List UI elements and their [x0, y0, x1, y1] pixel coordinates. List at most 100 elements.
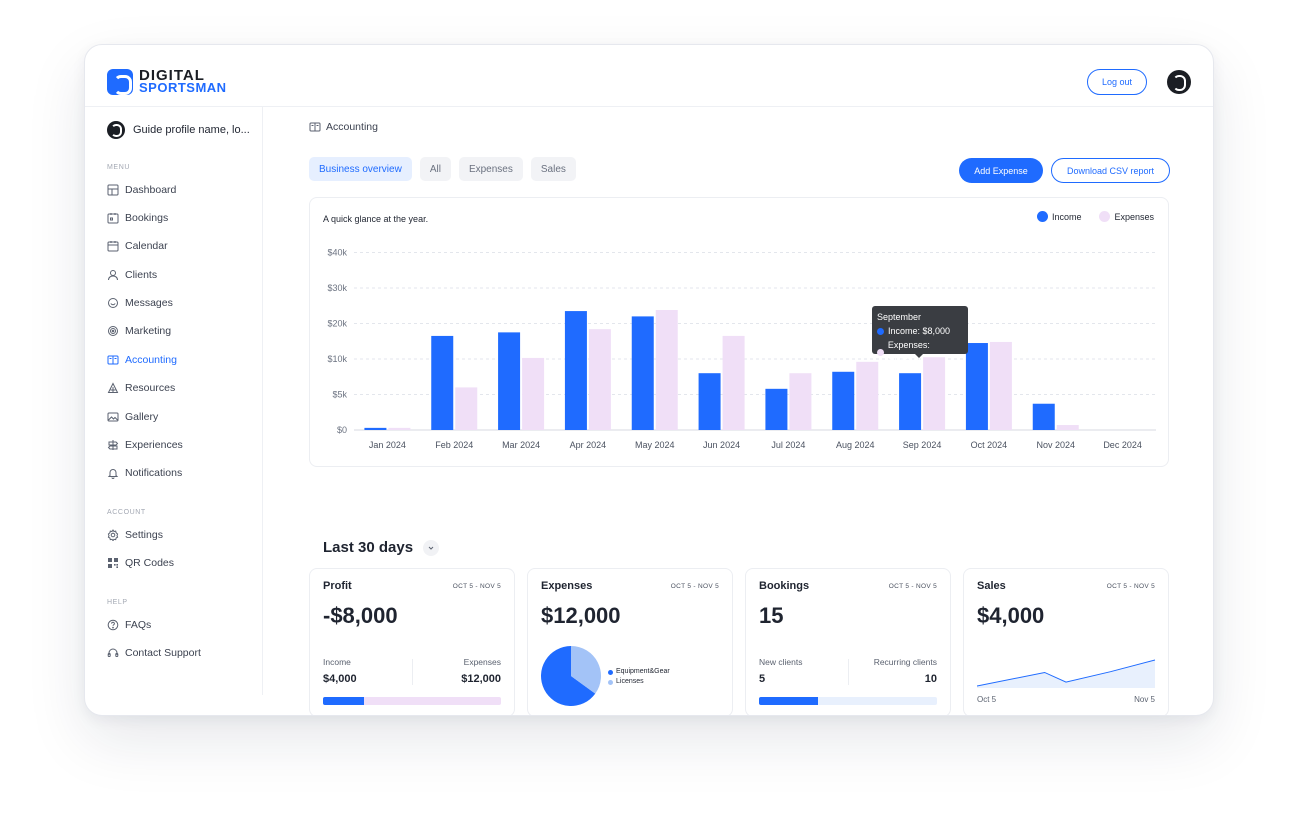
sidebar-item-label: Settings	[125, 529, 163, 541]
bookings-recurring-value: 10	[924, 673, 937, 685]
expenses-bar[interactable]	[789, 373, 812, 430]
account-section-label: ACCOUNT	[107, 509, 146, 516]
y-tick-label: $5k	[332, 390, 347, 400]
income-bar[interactable]	[765, 388, 788, 430]
bookings-new-value: 5	[759, 673, 766, 685]
income-bar[interactable]	[832, 371, 855, 430]
brand-logo[interactable]: DIGITAL SPORTSMAN	[107, 67, 227, 95]
sidebar-item-faqs[interactable]: FAQs	[107, 617, 151, 633]
sidebar-item-label: Bookings	[125, 212, 169, 224]
profile-name: Guide profile name, lo...	[133, 124, 250, 136]
tooltip-expenses: Expenses: $10,500	[887, 340, 930, 364]
tab-sales[interactable]: Sales	[530, 157, 576, 181]
sidebar-item-settings[interactable]: Settings	[107, 527, 163, 543]
bookings-range: OCT 5 - NOV 5	[888, 583, 937, 590]
add-expense-button[interactable]: Add Expense	[959, 158, 1043, 183]
legend-income-label: Income	[1051, 211, 1082, 222]
bookings-card: Bookings OCT 5 - NOV 5 15 New clients Re…	[745, 568, 951, 715]
bookings-title: Bookings	[759, 580, 810, 592]
sidebar-item-clients[interactable]: Clients	[107, 267, 157, 283]
tab-all[interactable]: All	[419, 157, 451, 181]
pie-legend-equipment: Equipment&Gear	[616, 668, 670, 675]
expenses-bar[interactable]	[655, 310, 678, 430]
expenses-card: Expenses OCT 5 - NOV 5 $12,000 Equipment…	[527, 568, 733, 715]
expenses-bar[interactable]	[588, 329, 611, 430]
pie-slice[interactable]	[571, 646, 601, 694]
income-bar[interactable]	[1032, 403, 1055, 430]
sidebar-item-gallery[interactable]: Gallery	[107, 409, 158, 425]
sidebar-item-dashboard[interactable]: Dashboard	[107, 182, 176, 198]
resources-icon	[107, 382, 119, 394]
period-selector[interactable]: Last 30 days	[323, 539, 440, 556]
legend-expenses-label: Expenses	[1114, 211, 1154, 222]
tooltip-income-swatch	[877, 327, 884, 335]
expenses-bar[interactable]	[1056, 425, 1079, 430]
income-bar[interactable]	[899, 373, 922, 430]
income-bar[interactable]	[564, 311, 587, 430]
divider	[848, 659, 849, 685]
income-bar[interactable]	[698, 373, 721, 430]
income-bar[interactable]	[965, 343, 988, 430]
bookings-icon	[107, 212, 119, 224]
income-bar[interactable]	[631, 316, 654, 430]
download-csv-button[interactable]: Download CSV report	[1051, 158, 1170, 183]
logout-button[interactable]: Log out	[1087, 69, 1147, 95]
expenses-bar[interactable]	[522, 357, 545, 430]
sidebar-item-notifications[interactable]: Notifications	[107, 465, 182, 481]
expenses-bar[interactable]	[856, 361, 879, 430]
profit-progress-track	[323, 697, 501, 705]
sidebar-item-contact-support[interactable]: Contact Support	[107, 645, 201, 661]
profit-value: -$8,000	[323, 603, 398, 628]
sidebar-item-messages[interactable]: Messages	[107, 295, 173, 311]
expenses-bar[interactable]	[388, 427, 411, 430]
tooltip-expenses-swatch	[877, 348, 884, 356]
pie-legend-licenses: Licenses	[616, 678, 644, 685]
profile-switcher[interactable]: Guide profile name, lo...	[107, 121, 250, 139]
sidebar-item-accounting[interactable]: Accounting	[107, 352, 177, 368]
tab-business-overview[interactable]: Business overview	[309, 157, 412, 181]
user-avatar[interactable]	[1167, 70, 1191, 94]
expenses-bar[interactable]	[923, 357, 946, 430]
income-bar[interactable]	[364, 427, 387, 430]
sidebar-item-qr-codes[interactable]: QR Codes	[107, 555, 174, 571]
bookings-value: 15	[759, 603, 784, 628]
income-bar[interactable]	[498, 332, 521, 430]
pie-slice[interactable]	[541, 646, 596, 706]
legend-expenses[interactable]: Expenses	[1099, 211, 1154, 222]
dashboard-icon	[107, 184, 119, 196]
x-tick-label: Apr 2024	[570, 440, 607, 450]
sidebar-item-bookings[interactable]: Bookings	[107, 210, 168, 226]
sidebar-item-label: Calendar	[125, 240, 168, 252]
main-content: Accounting Business overview All Expense…	[263, 107, 1213, 715]
legend-expenses-swatch	[1099, 211, 1111, 222]
sidebar-item-experiences[interactable]: Experiences	[107, 437, 183, 453]
breadcrumb: Accounting	[309, 121, 378, 133]
qr-code-icon	[107, 557, 119, 569]
chart-subtitle: A quick glance at the year.	[323, 214, 429, 224]
expenses-bar[interactable]	[722, 335, 745, 430]
sidebar-item-label: QR Codes	[125, 557, 175, 569]
clients-icon	[107, 269, 119, 281]
x-tick-label: Nov 2024	[1036, 440, 1075, 450]
gallery-icon	[107, 411, 119, 423]
sidebar-item-marketing[interactable]: Marketing	[107, 323, 171, 339]
brand-line-2: SPORTSMAN	[139, 80, 227, 95]
x-tick-label: Mar 2024	[502, 440, 540, 450]
income-bar[interactable]	[431, 335, 454, 430]
app-window: DIGITAL SPORTSMAN Log out Guide profile …	[84, 44, 1214, 716]
tooltip-title: September	[877, 312, 922, 322]
tab-expenses[interactable]: Expenses	[458, 157, 523, 181]
bookings-progress-track	[759, 697, 937, 705]
sidebar-item-calendar[interactable]: Calendar	[107, 238, 168, 254]
sidebar-item-resources[interactable]: Resources	[107, 380, 175, 396]
legend-income[interactable]: Income	[1036, 211, 1082, 222]
profit-expenses-value: $12,000	[461, 673, 501, 685]
sidebar-item-label: FAQs	[125, 619, 152, 631]
sales-start-label: Oct 5	[977, 695, 997, 704]
sidebar-item-label: Marketing	[125, 325, 172, 337]
marketing-icon	[107, 325, 119, 337]
expenses-bar[interactable]	[455, 387, 478, 430]
expenses-bar[interactable]	[989, 341, 1012, 430]
chevron-down-icon[interactable]	[423, 539, 440, 556]
brand-line-1: DIGITAL	[139, 67, 205, 84]
